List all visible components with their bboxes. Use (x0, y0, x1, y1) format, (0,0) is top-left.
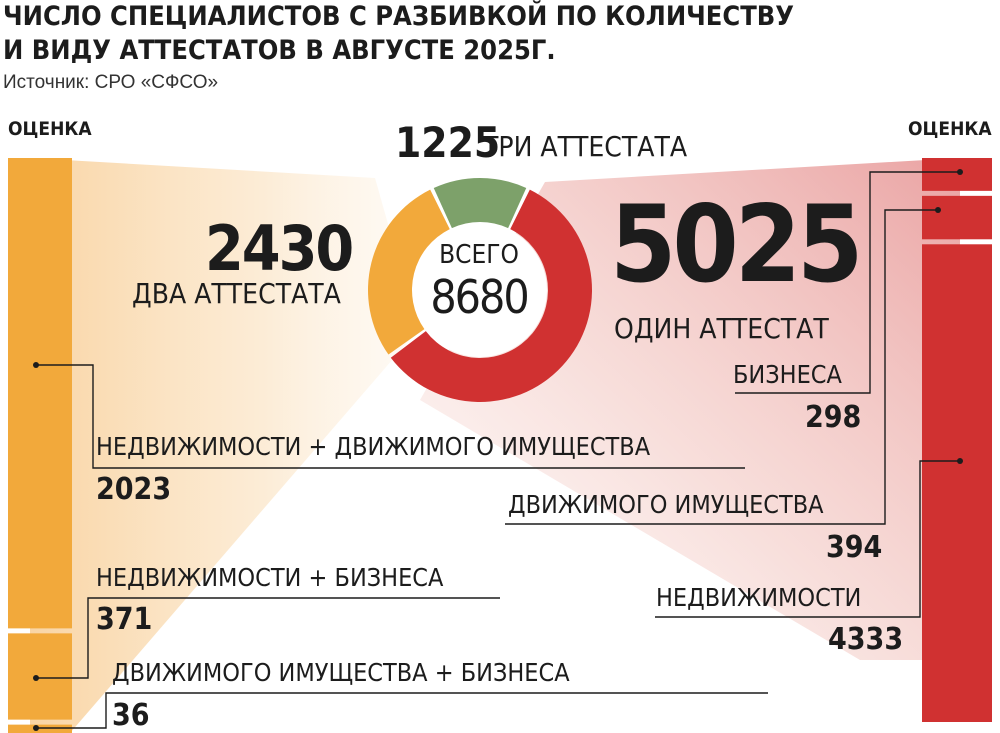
right-cat-1-value: 298 (805, 400, 862, 435)
donut-center-label: ВСЕГО (439, 240, 519, 270)
leader-nedvizh (655, 460, 960, 618)
two-attestats-value: 2430 (205, 212, 354, 285)
leader-nedv-dvizh (36, 364, 745, 469)
right-cat-3-value: 4333 (828, 622, 904, 657)
donut-chart (367, 178, 592, 402)
left-cat-2-value: 371 (96, 602, 153, 637)
leader-dvizh-imush (505, 209, 938, 525)
two-attestats-label: ДВА АТТЕСТАТА (132, 277, 341, 310)
donut-total: 8680 (430, 270, 529, 324)
leader-lines (36, 171, 960, 729)
left-seg-nedv-dvizh (8, 158, 72, 629)
three-attestats-value: 1225 (395, 118, 501, 167)
leader-dots (33, 169, 963, 731)
right-seg-dvizh-imush (922, 195, 992, 240)
title-line-1: ЧИСЛО СПЕЦИАЛИСТОВ С РАЗБИВКОЙ ПО КОЛИЧЕ… (3, 1, 795, 32)
right-stacked-bar (922, 158, 992, 722)
donut-hole (413, 223, 547, 357)
fan-two-attestats (30, 158, 418, 733)
left-cat-1-value: 2023 (96, 472, 172, 507)
leader-dot (935, 207, 941, 213)
leader-dot (957, 169, 963, 175)
slice-three-attestats (433, 178, 527, 229)
right-cat-3-label: НЕДВИЖИМОСТИ (656, 583, 862, 612)
left-seg-dvizh-biz (8, 724, 72, 733)
chart-title: ЧИСЛО СПЕЦИАЛИСТОВ С РАЗБИВКОЙ ПО КОЛИЧЕ… (3, 0, 794, 68)
right-seg-nedvizh (922, 244, 992, 722)
left-stacked-bar (8, 158, 72, 733)
left-cat-3-label: ДВИЖИМОГО ИМУЩЕСТВА + БИЗНЕСА (112, 658, 570, 687)
leader-dot (957, 458, 963, 464)
left-seg-nedv-biz (8, 633, 72, 720)
leader-dot (33, 725, 39, 731)
leader-dot (33, 362, 39, 368)
left-cat-3-value: 36 (112, 698, 150, 733)
source-note: Источник: СРО «СФСО» (3, 72, 219, 93)
slice-two-attestats (367, 189, 450, 355)
one-attestat-value: 5025 (610, 183, 863, 306)
right-bar-header: ОЦЕНКА (908, 118, 992, 140)
right-seg-biznesa (922, 158, 992, 191)
right-cat-2-value: 394 (826, 530, 883, 565)
right-cat-2-label: ДВИЖИМОГО ИМУЩЕСТВА (508, 490, 824, 519)
leader-dvizh-biz (36, 692, 768, 729)
three-attestats-label: ТРИ АТТЕСТАТА (483, 130, 688, 163)
leader-nedv-biz (36, 597, 500, 679)
left-bar-header: ОЦЕНКА (8, 118, 92, 140)
leader-biznesa (735, 171, 960, 394)
title-line-2: И ВИДУ АТТЕСТАТОВ В АВГУСТЕ 2025Г. (3, 35, 556, 66)
left-cat-2-label: НЕДВИЖИМОСТИ + БИЗНЕСА (96, 563, 444, 592)
one-attestat-label: ОДИН АТТЕСТАТ (614, 312, 829, 345)
leader-dot (33, 675, 39, 681)
slice-one-attestat (390, 189, 592, 402)
left-cat-1-label: НЕДВИЖИМОСТИ + ДВИЖИМОГО ИМУЩЕСТВА (96, 432, 651, 461)
right-cat-1-label: БИЗНЕСА (733, 360, 842, 389)
